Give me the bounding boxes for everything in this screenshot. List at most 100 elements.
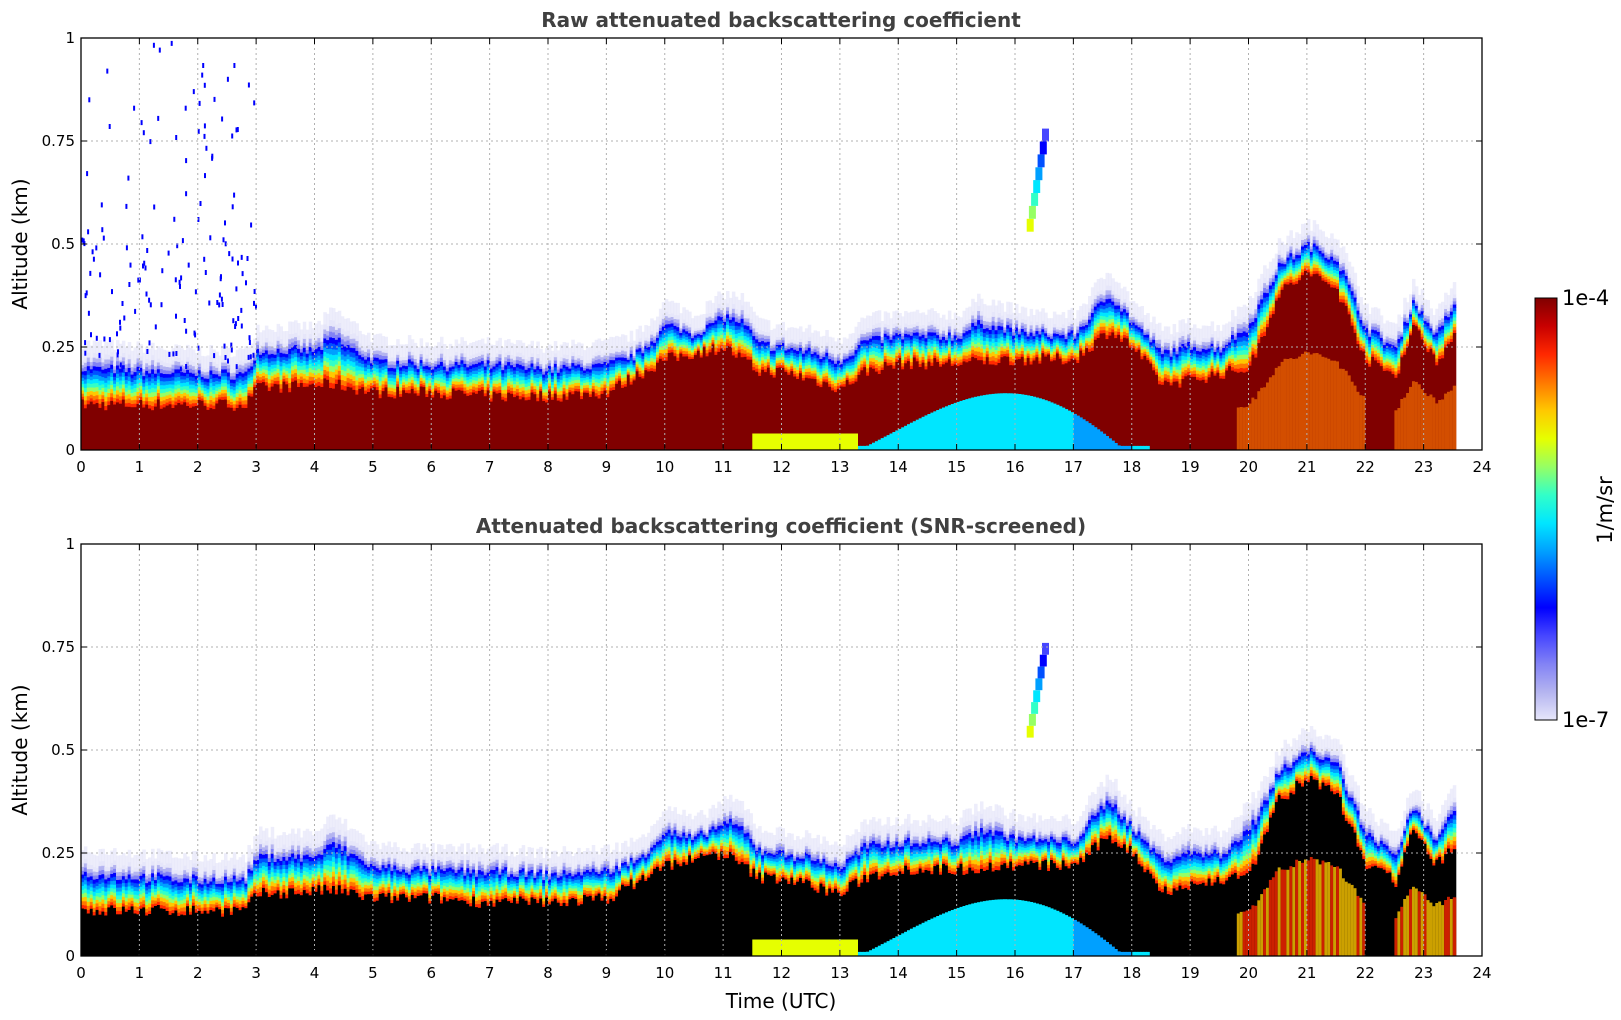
heatmap-cell: [83, 370, 88, 376]
heatmap-cell: [457, 358, 461, 363]
heatmap-cell: [116, 381, 120, 387]
heatmap-cell: [145, 370, 149, 375]
heatmap-cell: [197, 393, 202, 398]
heatmap-cell: [393, 398, 397, 450]
heatmap-cell: [399, 383, 403, 388]
heatmap-cell: [419, 362, 424, 367]
heatmap-cell: [510, 377, 514, 382]
heatmap-cell: [168, 351, 173, 364]
heatmap-cell: [577, 360, 581, 365]
heatmap-cell: [151, 387, 155, 393]
heatmap-cell: [232, 382, 237, 387]
heatmap-cell: [693, 348, 698, 352]
heatmap-cell: [591, 360, 596, 365]
heatmap-cell: [530, 369, 534, 374]
heatmap-cell: [632, 373, 637, 377]
heatmap-cell: [419, 374, 424, 378]
heatmap-cell: [393, 388, 397, 393]
heatmap-cell: [267, 329, 272, 342]
heatmap-cell: [527, 385, 532, 390]
heatmap-cell: [83, 383, 88, 388]
heatmap-cell: [524, 390, 529, 394]
heatmap-cell: [273, 377, 278, 382]
heatmap-cell: [197, 400, 202, 450]
heatmap-cell: [367, 332, 371, 346]
heatmap-cell: [346, 368, 351, 374]
heatmap-cell: [629, 330, 634, 344]
heatmap-cell: [224, 358, 228, 363]
heatmap-cell: [591, 391, 596, 450]
heatmap-cell: [291, 373, 295, 379]
heatmap-cell: [244, 391, 248, 397]
heatmap-cell: [959, 359, 963, 363]
heatmap-cell: [381, 387, 386, 392]
heatmap-cell: [428, 346, 432, 359]
heatmap-cell: [556, 365, 561, 370]
heatmap-cell: [787, 360, 791, 364]
heatmap-cell: [574, 373, 578, 378]
heatmap-cell: [708, 352, 712, 450]
heatmap-cell: [492, 363, 496, 367]
heatmap-cell: [197, 386, 202, 391]
heatmap-cell: [463, 373, 467, 378]
heatmap-cell: [565, 369, 569, 375]
heatmap-cell: [448, 391, 453, 396]
heatmap-cell: [927, 325, 931, 329]
heatmap-cell: [370, 371, 374, 375]
heatmap-cell: [486, 383, 491, 388]
heatmap-cell: [381, 380, 386, 385]
heatmap-cell: [250, 372, 254, 377]
heatmap-cell: [866, 315, 870, 328]
heatmap-cell: [571, 359, 575, 364]
heatmap-cell: [440, 373, 444, 379]
heatmap-cell: [370, 377, 374, 381]
heatmap-cell: [495, 393, 499, 450]
heatmap-cell: [250, 396, 254, 450]
heatmap-cell: [405, 359, 409, 364]
heatmap-cell: [311, 340, 316, 345]
heatmap-cell: [428, 377, 432, 381]
heatmap-cell: [387, 387, 391, 391]
heatmap-cell: [323, 338, 327, 343]
heatmap-cell: [565, 377, 569, 382]
heatmap-cell: [445, 389, 450, 394]
heatmap-cell: [422, 361, 426, 365]
heatmap-cell: [726, 324, 730, 329]
heatmap-cell: [440, 369, 444, 375]
heatmap-cell: [101, 369, 105, 374]
heatmap-cell: [267, 358, 272, 363]
heatmap-cell: [588, 365, 593, 370]
heatmap-cell: [562, 367, 567, 372]
heatmap-cell: [492, 357, 496, 361]
heatmap-cell: [83, 399, 88, 405]
heatmap-cell: [162, 365, 167, 371]
heatmap-cell: [323, 324, 327, 330]
heatmap-cell: [378, 372, 383, 377]
heatmap-cell: [168, 363, 173, 368]
heatmap-cell: [656, 337, 660, 341]
heatmap-cell: [124, 367, 129, 373]
heatmap-cell: [568, 347, 572, 360]
heatmap-cell: [559, 368, 564, 373]
heatmap-cell: [384, 381, 388, 385]
heatmap-cell: [393, 345, 397, 358]
heatmap-cell: [425, 365, 429, 370]
heatmap-cell: [104, 377, 108, 383]
heatmap-cell: [626, 362, 631, 366]
heatmap-cell: [693, 328, 698, 331]
heatmap-cell: [98, 394, 102, 400]
heatmap-cell: [548, 380, 552, 384]
heatmap-cell: [393, 395, 397, 399]
heatmap-cell: [912, 311, 917, 324]
heatmap-cell: [539, 366, 543, 370]
heatmap-cell: [431, 362, 435, 367]
heatmap-cell: [151, 396, 155, 402]
heatmap-cell: [174, 389, 178, 394]
heatmap-cell: [422, 366, 426, 369]
heatmap-cell: [454, 374, 459, 379]
heatmap-cell: [927, 348, 931, 353]
heatmap-cell: [299, 369, 304, 374]
heatmap-cell: [209, 374, 213, 379]
heatmap-cell: [454, 358, 459, 362]
heatmap-cell: [302, 360, 307, 366]
